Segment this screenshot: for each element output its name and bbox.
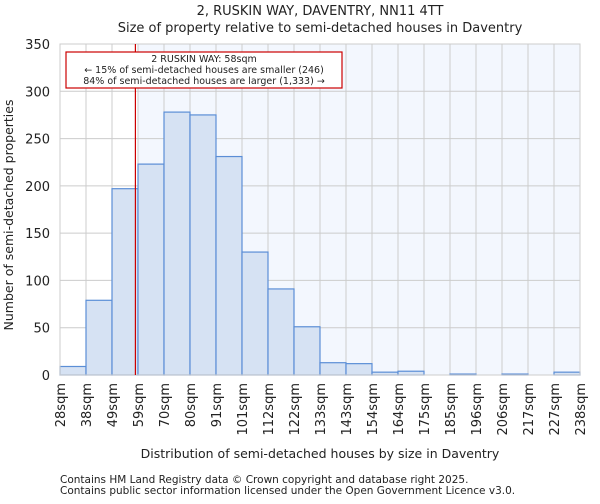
x-tick-label: 227sqm <box>548 383 563 436</box>
x-tick-label: 154sqm <box>366 383 381 436</box>
x-tick-label: 175sqm <box>418 383 433 436</box>
y-tick-label: 300 <box>25 85 50 100</box>
annotation-line-3: 84% of semi-detached houses are larger (… <box>83 76 325 87</box>
chart-subtitle: Size of property relative to semi-detach… <box>118 21 523 36</box>
x-axis-label: Distribution of semi-detached houses by … <box>141 446 500 461</box>
x-tick-label: 185sqm <box>444 383 459 436</box>
footer-line-1: Contains HM Land Registry data © Crown c… <box>60 474 468 486</box>
x-tick-label: 80sqm <box>184 383 199 427</box>
histogram-bar <box>397 370 425 376</box>
x-tick-label: 196sqm <box>470 383 485 436</box>
x-tick-label: 38sqm <box>80 383 95 427</box>
y-tick-label: 50 <box>33 322 50 337</box>
x-tick-label: 143sqm <box>340 383 355 436</box>
x-tick-label: 101sqm <box>236 383 251 436</box>
histogram-bar <box>293 326 321 376</box>
x-tick-label: 59sqm <box>132 383 147 427</box>
x-tick-label: 238sqm <box>574 383 589 436</box>
histogram-bar <box>241 251 269 376</box>
x-tick-label: 217sqm <box>522 383 537 436</box>
y-tick-label: 0 <box>42 369 50 384</box>
x-tick-label: 206sqm <box>496 383 511 436</box>
histogram-bar <box>345 363 373 376</box>
histogram-bar <box>163 111 191 376</box>
y-tick-label: 200 <box>25 180 50 195</box>
plot-border <box>59 43 581 376</box>
y-tick-label: 250 <box>25 133 50 148</box>
y-tick-label: 350 <box>25 38 50 53</box>
histogram-bar <box>59 365 87 376</box>
annotation-line-1: 2 RUSKIN WAY: 58sqm <box>151 54 257 65</box>
x-tick-label: 112sqm <box>262 383 277 436</box>
x-tick-label: 164sqm <box>392 383 407 436</box>
histogram-bar <box>111 188 139 376</box>
x-tick-label: 133sqm <box>314 383 329 436</box>
y-tick-label: 100 <box>25 274 50 289</box>
x-tick-label: 28sqm <box>54 383 69 427</box>
histogram-bar <box>215 155 243 376</box>
x-tick-label: 122sqm <box>288 383 303 436</box>
annotation-line-2: ← 15% of semi-detached houses are smalle… <box>84 65 324 76</box>
histogram-bar <box>319 362 347 376</box>
histogram-bar <box>137 163 165 376</box>
x-tick-label: 91sqm <box>210 383 225 427</box>
histogram-bar <box>189 114 217 376</box>
histogram-bar <box>85 299 113 376</box>
histogram-bar <box>267 288 295 376</box>
footer-line-2: Contains public sector information licen… <box>60 485 515 497</box>
y-tick-label: 150 <box>25 227 50 242</box>
x-tick-label: 70sqm <box>158 383 173 427</box>
y-axis-label: Number of semi-detached properties <box>1 100 16 331</box>
x-tick-label: 49sqm <box>106 383 121 427</box>
chart-title: 2, RUSKIN WAY, DAVENTRY, NN11 4TT <box>197 4 444 19</box>
annotation-box <box>65 51 343 89</box>
